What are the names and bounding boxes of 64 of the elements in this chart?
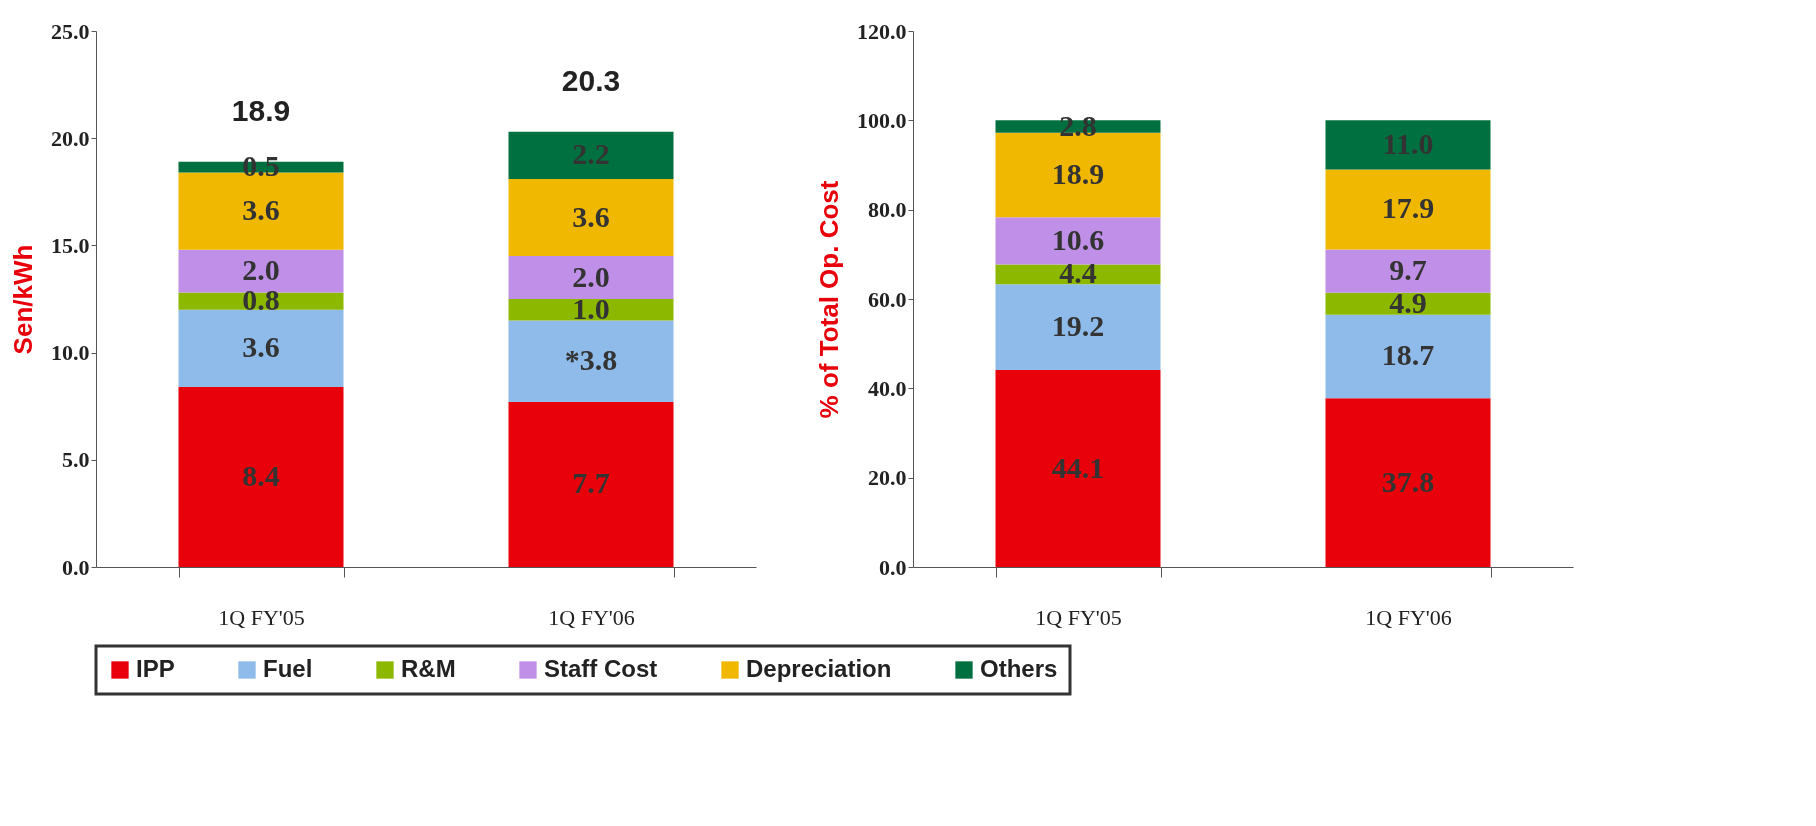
y-tick-label: 20.0 — [51, 125, 90, 151]
y-tick-label: 10.0 — [51, 340, 90, 366]
y-tick-label: 0.0 — [62, 554, 90, 580]
x-tick-label: 1Q FY'05 — [1035, 604, 1122, 630]
y-tick-label: 25.0 — [51, 18, 90, 44]
bar — [178, 309, 344, 387]
bar — [1325, 120, 1491, 170]
bar — [508, 256, 674, 299]
bar — [995, 370, 1161, 567]
data-label: 10.6 — [1051, 222, 1105, 256]
data-label: 18.7 — [1381, 338, 1435, 372]
data-label: 3.6 — [242, 193, 280, 227]
bar — [178, 386, 344, 567]
data-label: 1.0 — [572, 291, 610, 325]
y-tick-label: 0.0 — [879, 554, 907, 580]
y-axis-title: Sen/kWh — [8, 244, 38, 355]
y-tick-label: 80.0 — [868, 197, 907, 223]
data-label: 37.8 — [1381, 464, 1435, 498]
legend-label: Depreciation — [746, 655, 892, 682]
data-label: 18.9 — [1051, 157, 1105, 191]
y-tick-label: 20.0 — [868, 465, 907, 491]
bar — [508, 131, 674, 179]
y-tick-label: 100.0 — [857, 107, 907, 133]
legend-label: Fuel — [263, 655, 313, 682]
bar — [1325, 169, 1491, 250]
data-label: 4.4 — [1059, 256, 1097, 290]
data-label: 17.9 — [1381, 191, 1435, 225]
bar — [995, 217, 1161, 265]
y-tick-label: 60.0 — [868, 286, 907, 312]
x-tick-label: 1Q FY'05 — [218, 604, 305, 630]
data-label: 11.0 — [1382, 126, 1434, 160]
x-tick-label: 1Q FY'06 — [548, 604, 635, 630]
bar — [1325, 292, 1491, 315]
bar — [508, 401, 674, 567]
y-axis-title: % of Total Op. Cost — [814, 180, 844, 419]
x-tick-label: 1Q FY'06 — [1365, 604, 1452, 630]
data-label: 2.0 — [572, 259, 610, 293]
data-label: 3.6 — [572, 199, 610, 233]
y-tick-label: 120.0 — [857, 18, 907, 44]
bar — [995, 284, 1161, 371]
data-label: 7.7 — [572, 466, 610, 500]
bar — [508, 320, 674, 402]
data-label: 3.6 — [242, 330, 280, 364]
data-label: 9.7 — [1389, 253, 1427, 287]
bar — [508, 178, 674, 257]
total-label: 18.9 — [231, 93, 291, 127]
total-label: 20.3 — [561, 63, 621, 97]
legend-label: IPP — [136, 655, 175, 682]
y-tick-label: 40.0 — [868, 375, 907, 401]
data-label: *3.8 — [564, 343, 618, 377]
bar — [178, 249, 344, 293]
legend-label: Others — [980, 655, 1058, 682]
legend-label: R&M — [401, 655, 456, 682]
data-label: 4.9 — [1389, 285, 1427, 319]
bar — [1325, 398, 1491, 567]
bar — [1325, 314, 1491, 399]
data-label: 2.2 — [572, 137, 610, 171]
legend-label: Staff Cost — [544, 655, 658, 682]
bar — [1325, 249, 1491, 293]
data-label: 8.4 — [242, 458, 280, 492]
data-label: 44.1 — [1051, 450, 1105, 484]
y-tick-label: 5.0 — [62, 447, 90, 473]
y-tick-label: 15.0 — [51, 232, 90, 258]
data-label: 19.2 — [1051, 309, 1105, 343]
